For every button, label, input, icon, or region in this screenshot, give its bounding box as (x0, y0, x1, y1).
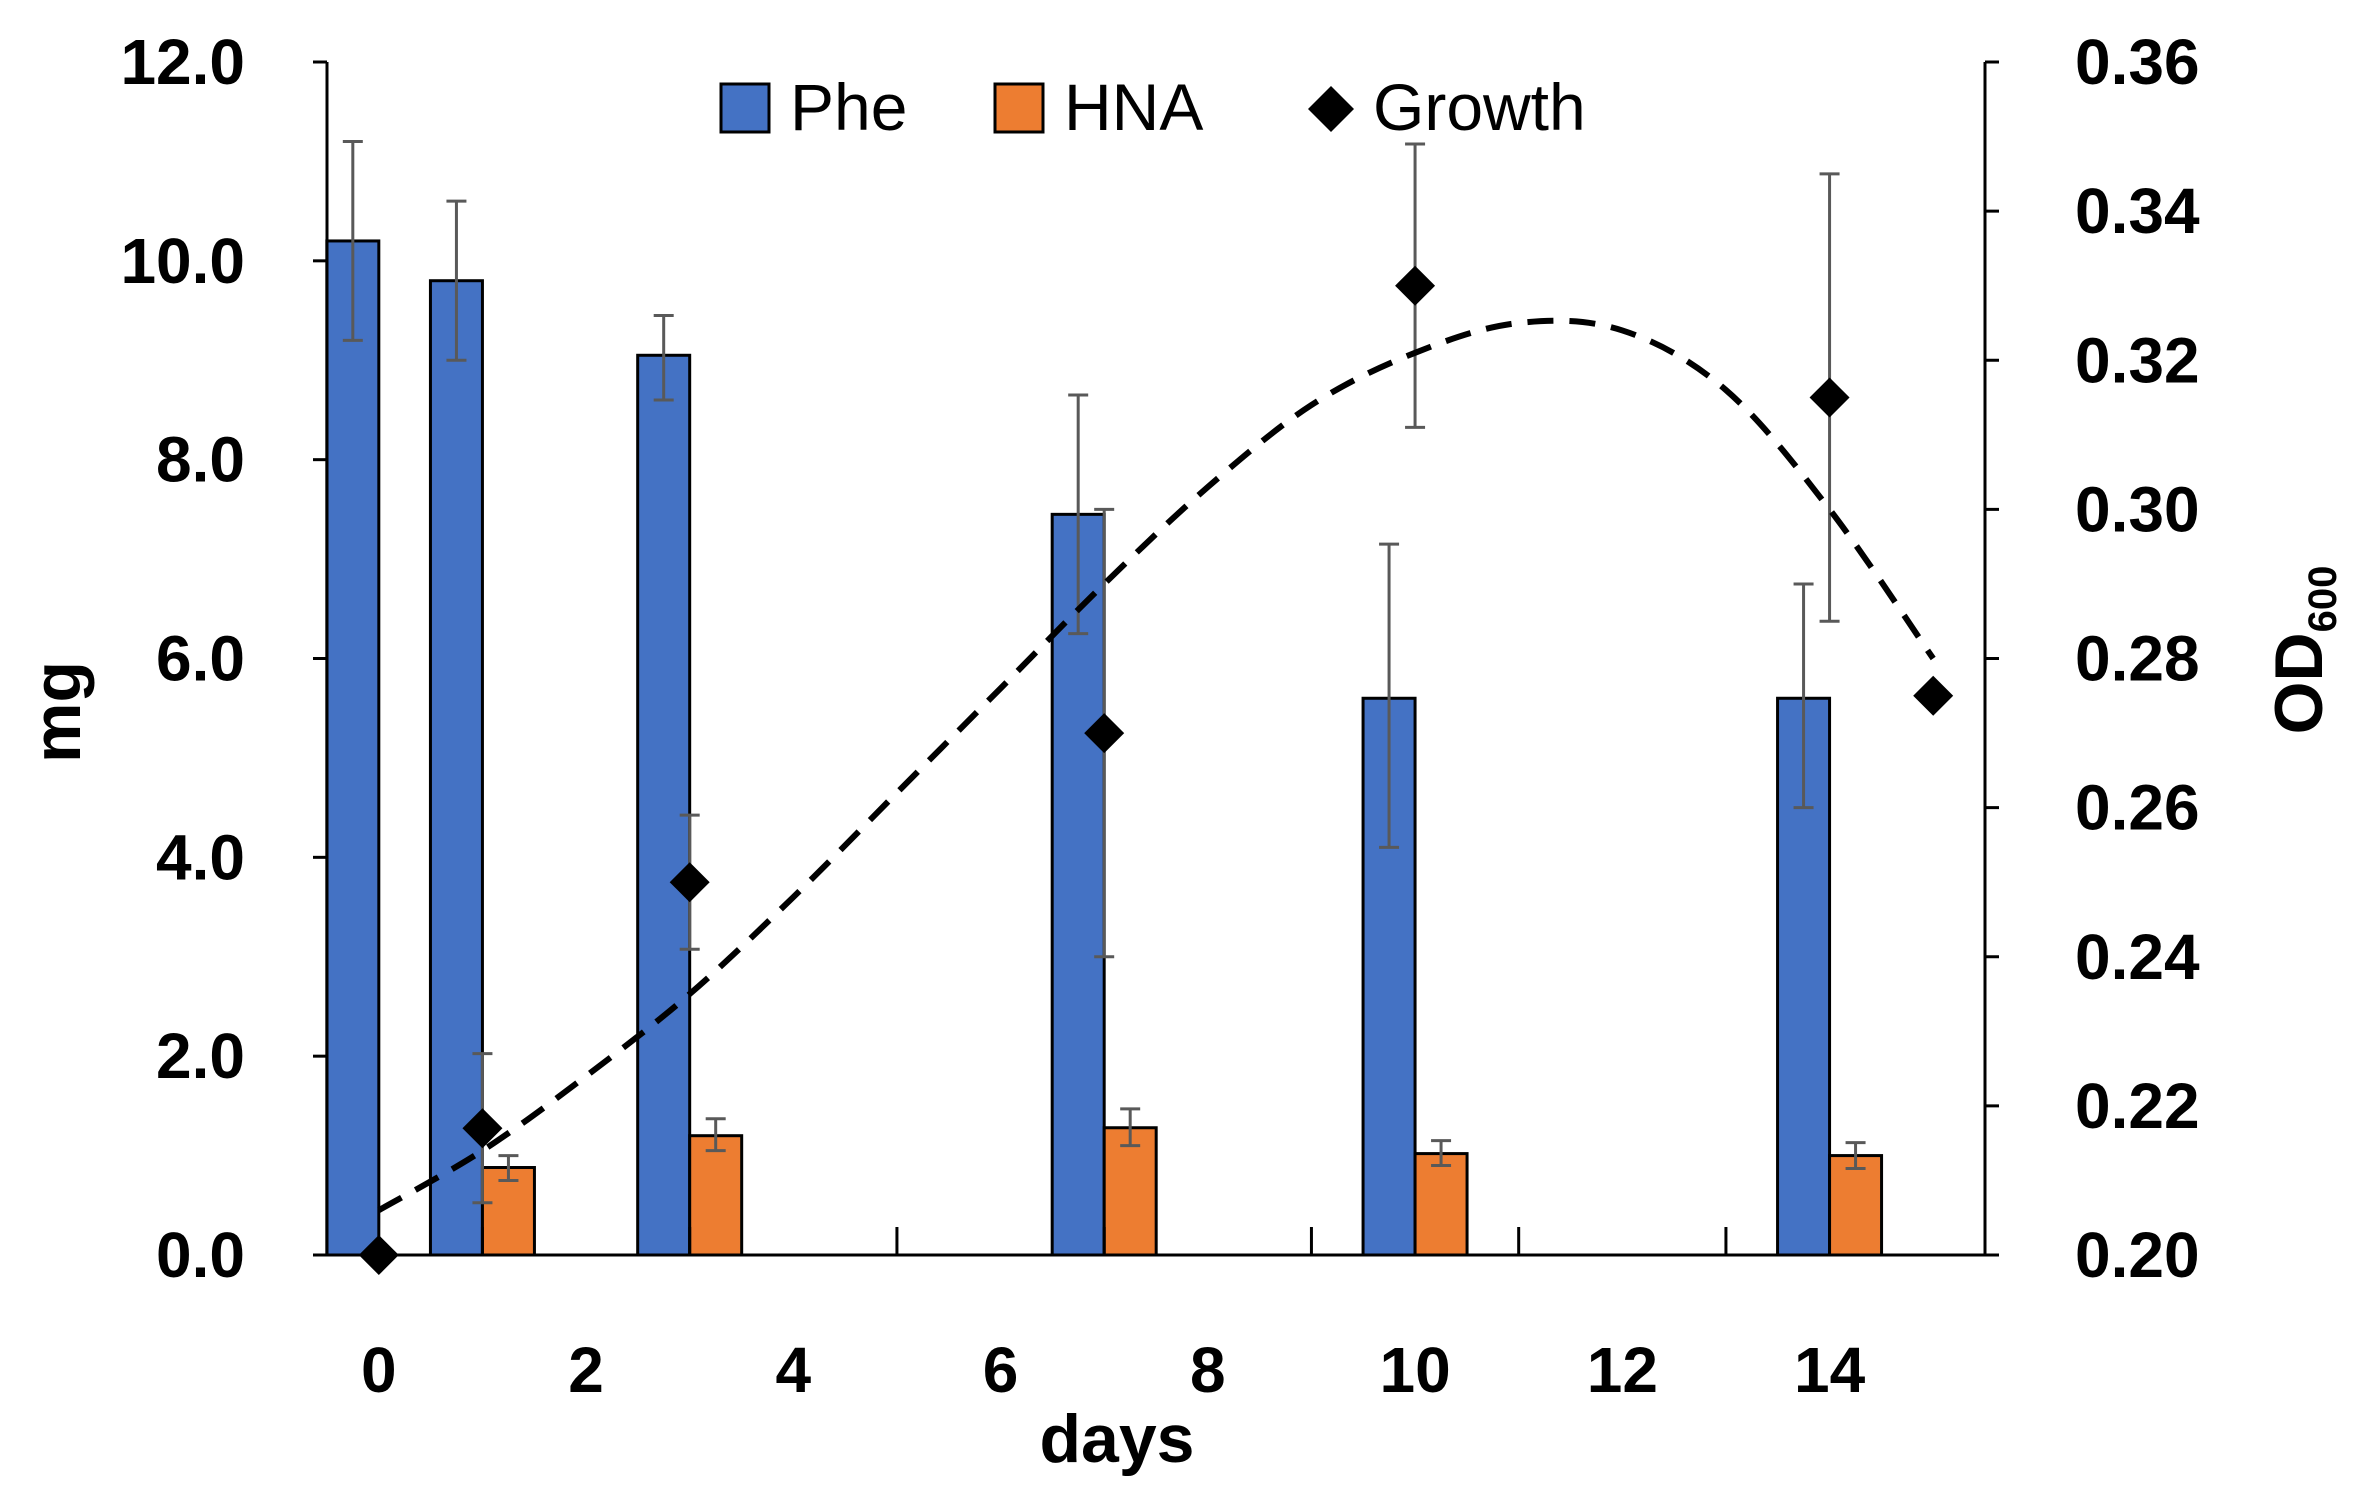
bar-phe-day-3 (636, 353, 692, 1257)
bar-hna-day-3 (688, 1134, 744, 1257)
legend-swatch-hna (993, 82, 1045, 134)
trendline-layer (377, 317, 1936, 1213)
y-tick-label-5: 10.0 (120, 225, 245, 297)
y2-tick-label-1: 0.22 (2075, 1070, 2200, 1142)
x-axis-title: days (1040, 1401, 1195, 1477)
growth-point-day-10 (1395, 265, 1436, 306)
bar-hna-day-14 (1828, 1154, 1884, 1257)
growth-points-layer (358, 265, 1954, 1275)
y2-tick-label-4: 0.28 (2075, 623, 2200, 695)
y2-axis-title-sub: 600 (2301, 566, 2345, 633)
growth-point-day-3 (669, 862, 710, 903)
y2-tick-label-5: 0.30 (2075, 473, 2200, 545)
y2-tick-label-7: 0.34 (2075, 175, 2200, 247)
y2-tick-label-6: 0.32 (2075, 324, 2200, 396)
y-tick-label-6: 12.0 (120, 26, 245, 98)
x-tick-label-4: 8 (1190, 1334, 1226, 1406)
x-tick-label-2: 4 (776, 1334, 812, 1406)
axes-layer (313, 60, 1999, 1257)
legend-swatch-phe (719, 82, 771, 134)
x-tick-label-1: 2 (568, 1334, 604, 1406)
y-tick-label-4: 8.0 (156, 424, 245, 496)
x-tick-label-6: 12 (1587, 1334, 1658, 1406)
tick-labels-layer: 0.0 2.0 4.0 6.0 8.0 10.0 12.0 0.20 0.22 0.24 0.26 0… (120, 26, 2200, 1406)
y-tick-label-0: 0.0 (156, 1219, 245, 1291)
growth-point-day-7 (1084, 713, 1125, 754)
y-axis-title: mg (19, 661, 95, 763)
growth-point-day-1 (462, 1108, 503, 1149)
y2-tick-label-2: 0.24 (2075, 921, 2200, 993)
x-tick-label-0: 0 (361, 1334, 397, 1406)
x-tick-label-3: 6 (983, 1334, 1019, 1406)
y-tick-label-2: 4.0 (156, 821, 245, 893)
y2-axis-title-main: OD (2261, 632, 2337, 734)
growth-trendline (377, 317, 1936, 1213)
y2-tick-label-8: 0.36 (2075, 26, 2200, 98)
growth-point-day-14 (1809, 377, 1850, 418)
x-tick-label-7: 14 (1794, 1334, 1866, 1406)
y2-tick-label-3: 0.26 (2075, 772, 2200, 844)
legend-label-growth: Growth (1373, 70, 1586, 144)
y2-axis-title: OD600 (2261, 566, 2345, 735)
y-tick-label-1: 2.0 (156, 1020, 245, 1092)
legend-label-phe: Phe (790, 70, 907, 144)
legend-marker-growth (1308, 86, 1354, 132)
bar-phe-day-0 (325, 239, 381, 1257)
bar-hna-day-10 (1413, 1152, 1469, 1257)
growth-point-day-15 (1913, 675, 1954, 716)
y2-tick-label-0: 0.20 (2075, 1219, 2200, 1291)
x-tick-label-5: 10 (1379, 1334, 1450, 1406)
bar-phe-day-1 (428, 279, 484, 1257)
legend: Phe HNA Growth (719, 70, 1586, 144)
y-tick-label-3: 6.0 (156, 623, 245, 695)
legend-label-hna: HNA (1064, 70, 1203, 144)
